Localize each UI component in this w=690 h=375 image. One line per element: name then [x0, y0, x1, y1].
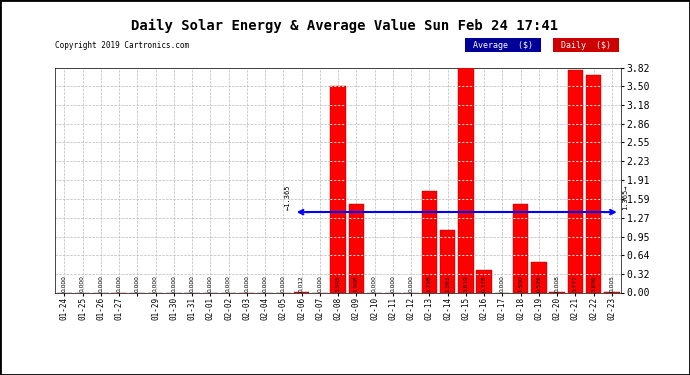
Text: Daily  ($): Daily ($)	[556, 40, 616, 50]
Text: 0.000: 0.000	[226, 275, 231, 292]
Text: 0.000: 0.000	[135, 275, 140, 292]
Text: 0.000: 0.000	[500, 275, 505, 292]
Bar	[531, 261, 546, 292]
Bar	[568, 70, 583, 292]
Text: 0.000: 0.000	[117, 275, 121, 292]
Bar	[458, 68, 473, 292]
Text: 0.000: 0.000	[153, 275, 158, 292]
Text: Daily Solar Energy & Average Value Sun Feb 24 17:41: Daily Solar Energy & Average Value Sun F…	[131, 19, 559, 33]
Bar	[348, 204, 364, 292]
Bar	[331, 86, 346, 292]
Text: 0.000: 0.000	[372, 275, 377, 292]
Text: 0.526: 0.526	[536, 276, 542, 292]
Text: 0.008: 0.008	[555, 275, 560, 292]
Text: 1.728: 1.728	[427, 276, 432, 292]
Text: 0.000: 0.000	[263, 275, 268, 292]
Text: 3.777: 3.777	[573, 275, 578, 292]
Text: 0.000: 0.000	[408, 275, 413, 292]
Text: Copyright 2019 Cartronics.com: Copyright 2019 Cartronics.com	[55, 40, 189, 50]
Bar	[586, 75, 602, 292]
Text: 0.000: 0.000	[80, 275, 85, 292]
Text: 0.000: 0.000	[281, 275, 286, 292]
Text: 0.000: 0.000	[190, 275, 195, 292]
Text: 0.000: 0.000	[317, 275, 322, 292]
Text: 0.005: 0.005	[609, 275, 614, 292]
Text: 0.000: 0.000	[244, 275, 249, 292]
Bar	[513, 204, 529, 292]
Bar	[422, 191, 437, 292]
Text: 3.819: 3.819	[464, 276, 469, 292]
Bar	[476, 270, 492, 292]
Text: 0.000: 0.000	[391, 275, 395, 292]
Text: 0.012: 0.012	[299, 276, 304, 292]
Text: 1.365→: 1.365→	[622, 184, 629, 210]
Text: 3.686: 3.686	[591, 276, 596, 292]
Text: ←1.365: ←1.365	[285, 184, 291, 210]
Bar	[440, 230, 455, 292]
Text: 3.505: 3.505	[335, 275, 341, 292]
Text: 0.000: 0.000	[208, 275, 213, 292]
Text: Average  ($): Average ($)	[469, 40, 538, 50]
Text: 1.508: 1.508	[354, 276, 359, 292]
Text: 0.000: 0.000	[99, 275, 103, 292]
Text: 1.063: 1.063	[445, 276, 450, 292]
Text: 0.000: 0.000	[62, 275, 67, 292]
Text: 1.500: 1.500	[518, 276, 523, 292]
Text: 0.378: 0.378	[482, 275, 486, 292]
Text: 0.000: 0.000	[171, 275, 177, 292]
